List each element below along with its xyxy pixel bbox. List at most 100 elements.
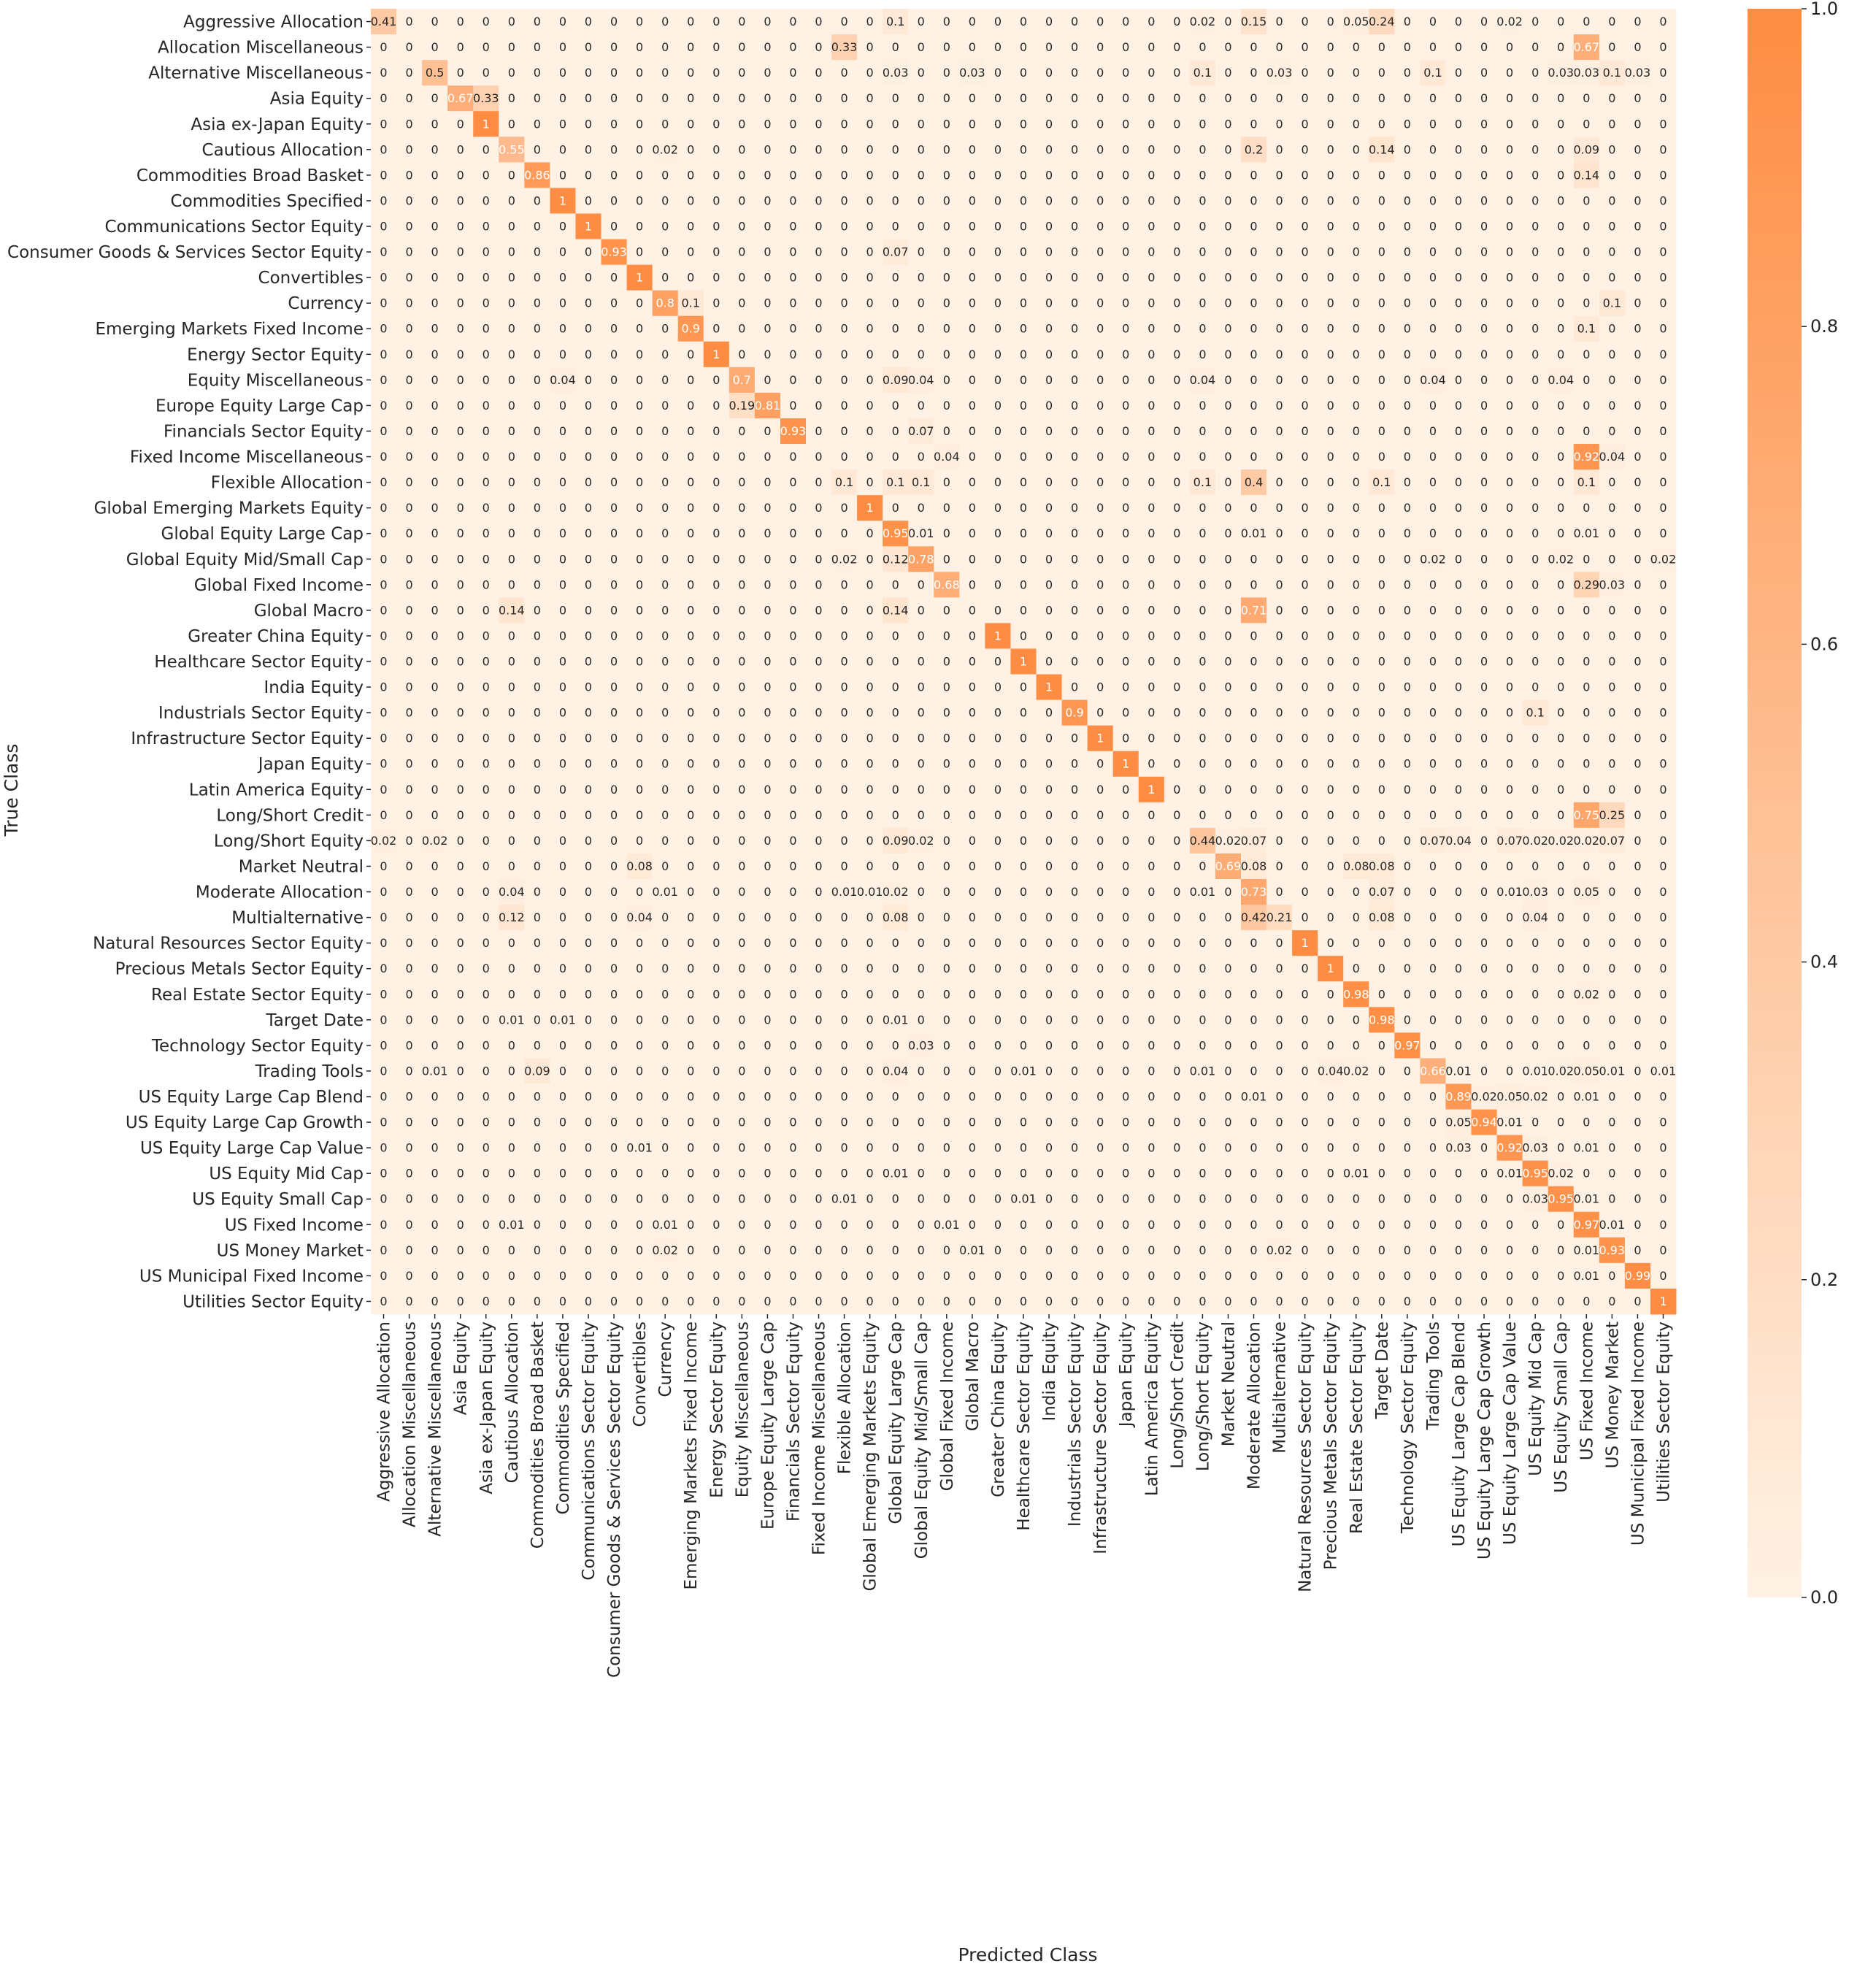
heatmap-cell-label: 0: [1327, 322, 1334, 336]
heatmap-cell-label: 0: [661, 117, 669, 131]
heatmap-cell-label: 0: [1327, 66, 1334, 80]
heatmap-cell: [857, 60, 883, 86]
heatmap-cell: [985, 111, 1011, 137]
heatmap-cell-label: 0: [1327, 783, 1334, 797]
heatmap-cell-label: 0: [840, 271, 847, 285]
heatmap-cell: [473, 213, 499, 240]
heatmap-cell-label: 0.14: [1573, 168, 1599, 182]
heatmap-cell-label: 0: [738, 117, 745, 131]
heatmap-cell-label: 0: [789, 348, 796, 361]
heatmap-cell-label: 0: [431, 220, 439, 234]
heatmap-cell-label: 0: [687, 373, 694, 387]
heatmap-cell-label: 0: [1275, 552, 1283, 566]
heatmap-cell-label: 0.02: [1471, 1090, 1497, 1104]
heatmap-cell-label: 0: [1378, 629, 1385, 642]
heatmap-cell-label: 0: [866, 910, 874, 924]
heatmap-cell-label: 0: [1302, 66, 1309, 80]
heatmap-cell-label: 0: [1020, 578, 1027, 591]
heatmap-cell-label: 0: [789, 220, 796, 234]
heatmap-cell: [1087, 162, 1114, 188]
heatmap-cell-label: 0: [1302, 706, 1309, 720]
heatmap-cell: [985, 34, 1011, 61]
heatmap-cell-label: 0: [1173, 193, 1180, 207]
heatmap-cell-label: 0: [866, 783, 874, 797]
heatmap-cell-label: 0: [1659, 885, 1667, 899]
heatmap-cell-label: 0: [1302, 91, 1309, 105]
heatmap-cell-label: 0: [1199, 680, 1206, 694]
heatmap-cell-label: 0: [457, 962, 464, 975]
heatmap-cell: [601, 60, 628, 86]
heatmap-cell-label: 0: [405, 424, 412, 438]
heatmap-cell-label: 0: [1327, 706, 1334, 720]
heatmap-cell: [780, 34, 807, 61]
heatmap-cell-label: 0: [1173, 91, 1180, 105]
heatmap-cell: [857, 162, 883, 188]
heatmap-cell-label: 0.03: [908, 1038, 934, 1052]
heatmap-cell-label: 0: [918, 578, 925, 591]
heatmap-cell-label: 0.08: [626, 859, 653, 873]
heatmap-cell: [1164, 162, 1191, 188]
heatmap-cell-label: 0: [1147, 399, 1155, 413]
heatmap-cell-label: 0: [1634, 859, 1641, 873]
heatmap-cell-label: 0: [1455, 680, 1462, 694]
heatmap-cell-label: 0: [1608, 552, 1615, 566]
heatmap-cell-label: 0: [1327, 91, 1334, 105]
heatmap-cell-label: 0: [1275, 629, 1283, 642]
heatmap-cell-label: 0: [764, 322, 771, 336]
heatmap-cell-label: 0: [1480, 552, 1488, 566]
heatmap-cell: [1318, 213, 1344, 240]
heatmap-cell-label: 0: [483, 1013, 490, 1027]
heatmap-cell: [499, 315, 525, 342]
heatmap-cell-label: 0: [1224, 629, 1231, 642]
heatmap-cell-label: 0: [380, 296, 387, 310]
heatmap-cell-label: 0: [789, 603, 796, 617]
heatmap-cell-label: 0: [431, 373, 439, 387]
heatmap-cell-label: 0: [1122, 271, 1129, 285]
heatmap-cell-label: 0: [1045, 168, 1053, 182]
heatmap-cell-label: 0: [840, 910, 847, 924]
heatmap-cell-label: 0: [943, 1013, 950, 1027]
heatmap-cell-label: 0: [610, 859, 618, 873]
heatmap-cell-label: 0: [1429, 501, 1437, 515]
heatmap-cell-label: 0: [738, 15, 745, 28]
heatmap-cell-label: 0: [1480, 15, 1488, 28]
heatmap-cell-label: 0: [1147, 245, 1155, 259]
heatmap-cell-label: 0: [1531, 245, 1539, 259]
heatmap-cell-label: 0: [585, 603, 592, 617]
heatmap-cell-label: 0: [1480, 910, 1488, 924]
heatmap-cell-label: 0.01: [1496, 885, 1523, 899]
heatmap-cell: [1112, 290, 1139, 317]
heatmap-cell-label: 0: [585, 117, 592, 131]
heatmap-cell-label: 0: [994, 706, 1002, 720]
heatmap-cell-label: 0: [687, 987, 694, 1001]
heatmap-cell-label: 0: [687, 1038, 694, 1052]
heatmap-cell: [985, 290, 1011, 317]
heatmap-cell-label: 0: [892, 296, 899, 310]
heatmap-cell-label: 0: [738, 962, 745, 975]
heatmap-cell-label: 0: [892, 808, 899, 822]
heatmap-cell: [447, 239, 474, 266]
heatmap-cell-label: 0: [712, 450, 720, 464]
heatmap-cell-label: 0: [892, 732, 899, 745]
heatmap-cell-label: 0: [687, 1192, 694, 1206]
heatmap-cell-label: 0: [1608, 271, 1615, 285]
heatmap-cell-label: 0: [1455, 859, 1462, 873]
heatmap-cell-label: 0.1: [682, 296, 700, 310]
heatmap-cell: [908, 111, 934, 137]
heatmap-cell-label: 0: [508, 1064, 515, 1078]
heatmap-cell-label: 0: [1071, 168, 1078, 182]
heatmap-cell-label: 0.01: [1241, 1090, 1267, 1104]
heatmap-cell-label: 0: [1429, 399, 1437, 413]
heatmap-cell-label: 0: [508, 732, 515, 745]
heatmap-cell-label: 0: [534, 1192, 541, 1206]
heatmap-cell-label: 0: [1045, 91, 1053, 105]
heatmap-cell-label: 0: [1378, 732, 1385, 745]
heatmap-cell-label: 0: [1224, 168, 1231, 182]
heatmap-cell-label: 0: [508, 373, 515, 387]
heatmap-cell-label: 0: [712, 271, 720, 285]
heatmap-cell-label: 0.04: [1420, 373, 1446, 387]
heatmap-cell-label: 0: [789, 1090, 796, 1104]
heatmap-cell: [1394, 9, 1421, 35]
heatmap-cell-label: 0: [534, 193, 541, 207]
heatmap-cell-label: 0: [380, 373, 387, 387]
